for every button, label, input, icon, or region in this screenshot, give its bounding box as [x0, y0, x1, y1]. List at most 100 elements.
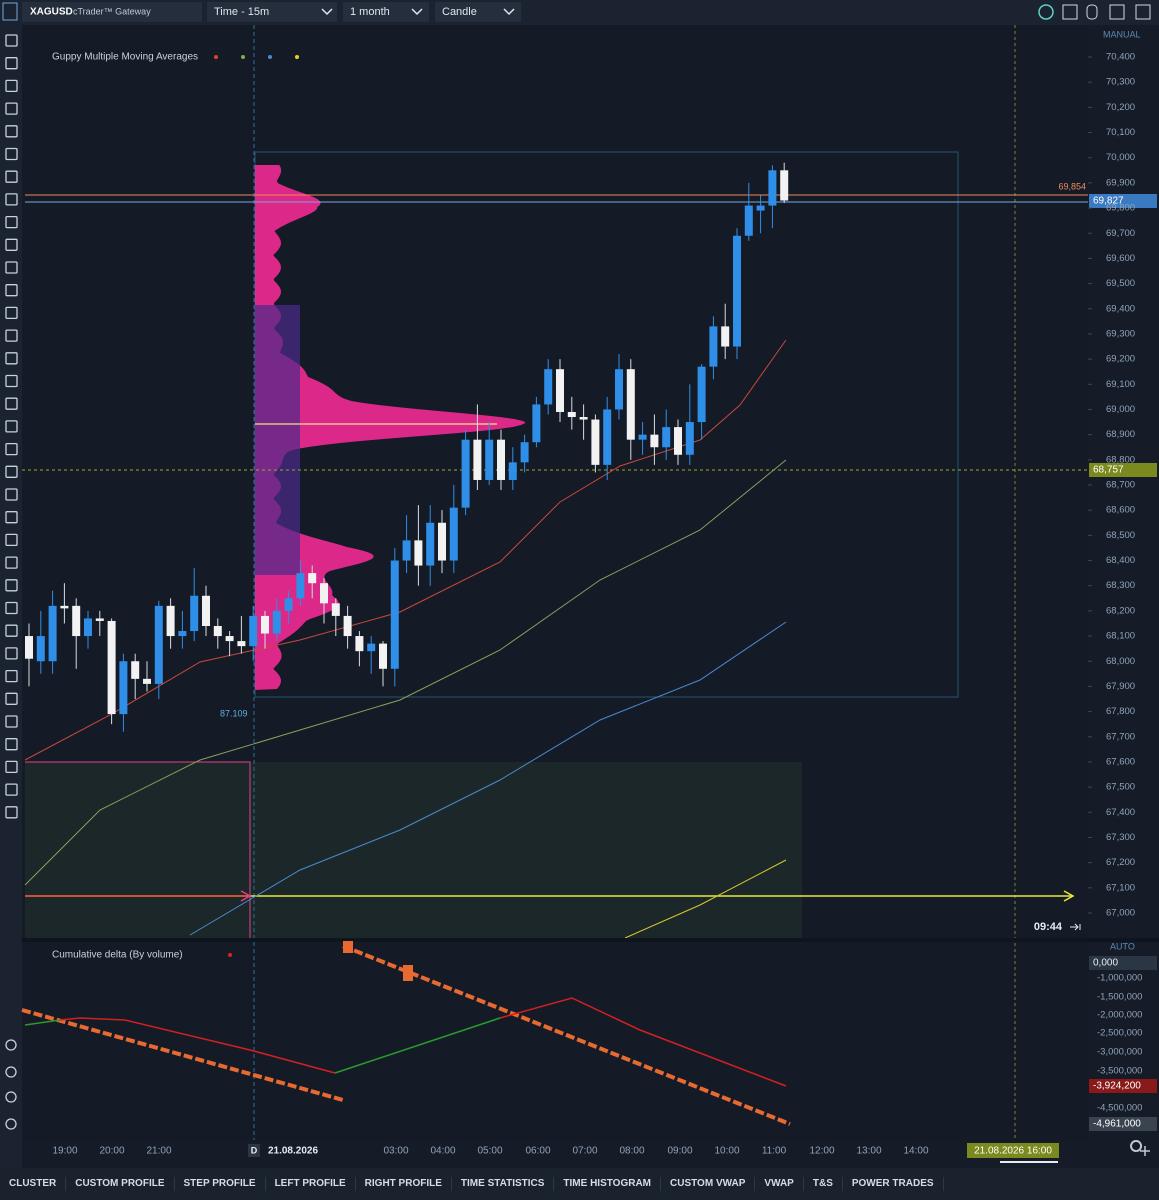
- tool-icon[interactable]: [5, 533, 18, 547]
- legend-dot: [268, 55, 272, 59]
- candle-body: [650, 434, 659, 448]
- delta-line: [24, 1019, 61, 1026]
- delta-line: [334, 1017, 501, 1074]
- tool-icon[interactable]: [5, 352, 18, 365]
- arrow-head: [1063, 890, 1075, 902]
- price-tick-label: 68,800: [1106, 454, 1135, 465]
- time-tick-label: 19:00: [52, 1146, 77, 1157]
- price-tick-label: 67,800: [1106, 706, 1135, 717]
- time-tick-label: 08:00: [619, 1146, 644, 1157]
- tool-icon[interactable]: [5, 34, 18, 47]
- time-tick-label: 09:00: [667, 1146, 692, 1157]
- tool-icon[interactable]: [5, 579, 18, 592]
- icon-button[interactable]: [1062, 4, 1078, 20]
- legend-dot: [228, 953, 232, 957]
- tab[interactable]: LEFT PROFILE: [266, 1177, 356, 1191]
- tool-icon[interactable]: [5, 374, 18, 388]
- candle-body: [402, 540, 411, 561]
- tab[interactable]: TIME STATISTICS: [452, 1177, 555, 1191]
- candle-body: [143, 678, 151, 684]
- tool-icon[interactable]: [5, 215, 18, 229]
- tool-icon[interactable]: [5, 669, 18, 683]
- tab[interactable]: TIME HISTOGRAM: [554, 1177, 662, 1191]
- time-tick-label: 21:00: [146, 1146, 171, 1157]
- tool-icon[interactable]: [5, 806, 18, 819]
- icon: [1070, 923, 1081, 931]
- tool-icon[interactable]: [5, 738, 18, 751]
- tool-icon[interactable]: [5, 511, 18, 524]
- axis-mode: MANUAL: [1103, 29, 1141, 39]
- tool-icon[interactable]: [5, 261, 18, 274]
- icon-button[interactable]: [1109, 4, 1125, 20]
- time-tick-label: 04:00: [430, 1146, 455, 1157]
- icon-button[interactable]: [1086, 4, 1098, 20]
- tab[interactable]: CLUSTER: [0, 1177, 67, 1191]
- tool-icon[interactable]: [5, 1118, 17, 1130]
- tool-icon[interactable]: [5, 1066, 17, 1078]
- tab[interactable]: RIGHT PROFILE: [356, 1177, 452, 1191]
- settings-icon[interactable]: [1130, 1140, 1143, 1152]
- crosshair-badge-text: 68,757: [1093, 465, 1124, 476]
- delta-badge-text: -4,961,000: [1093, 1119, 1141, 1130]
- tool-icon[interactable]: [5, 442, 18, 456]
- symbol-box[interactable]: [22, 2, 202, 22]
- icon-button[interactable]: [1135, 4, 1151, 20]
- tool-icon[interactable]: [5, 1039, 17, 1051]
- delta-tick-label: -3,500,000: [1097, 1066, 1142, 1077]
- tool-icon[interactable]: [5, 238, 18, 251]
- tool-icon[interactable]: [5, 692, 18, 705]
- candle-body: [674, 427, 682, 455]
- crosshair-badge: [1089, 463, 1157, 477]
- icon-button[interactable]: [1038, 4, 1054, 20]
- tab[interactable]: VWAP: [755, 1177, 804, 1191]
- type-select[interactable]: [435, 2, 521, 22]
- price-tick-label: 69,600: [1106, 253, 1135, 264]
- tool-icon[interactable]: [5, 329, 18, 342]
- tool-icon[interactable]: [5, 79, 18, 93]
- tool-icon[interactable]: [5, 601, 18, 615]
- tool-icon[interactable]: [5, 306, 18, 320]
- candle-body: [202, 595, 210, 626]
- tab[interactable]: STEP PROFILE: [175, 1177, 266, 1191]
- tool-icon[interactable]: [5, 397, 18, 410]
- candle-body: [84, 618, 92, 637]
- chevron: [321, 8, 333, 16]
- add-icon[interactable]: [1140, 1146, 1150, 1156]
- tool-icon[interactable]: [5, 420, 18, 433]
- tab[interactable]: T&S: [804, 1177, 843, 1191]
- candle-body: [579, 417, 588, 420]
- tool-icon[interactable]: [5, 783, 18, 796]
- tool-icon[interactable]: [5, 170, 18, 183]
- tool-icon[interactable]: [5, 556, 18, 569]
- tool-icon[interactable]: [5, 715, 18, 728]
- value-area: [255, 305, 300, 575]
- candle-body: [733, 235, 741, 347]
- delta-badge-text: -3,924,200: [1093, 1081, 1141, 1092]
- tool-icon[interactable]: [5, 193, 18, 206]
- tool-icon[interactable]: [5, 1091, 17, 1103]
- tool-icon[interactable]: [5, 760, 18, 774]
- time-tick-label: 07:00: [572, 1146, 597, 1157]
- tool-icon[interactable]: [5, 102, 18, 115]
- candle-body: [154, 605, 163, 684]
- tool-icon[interactable]: [5, 465, 18, 478]
- tool-icon[interactable]: [5, 647, 18, 660]
- candle-body: [697, 366, 706, 423]
- tool-icon[interactable]: [5, 488, 18, 501]
- tab[interactable]: POWER TRADES: [843, 1177, 944, 1191]
- tool-icon[interactable]: [5, 125, 18, 138]
- tab[interactable]: CUSTOM VWAP: [661, 1177, 756, 1191]
- price-tick-label: 67,200: [1106, 857, 1135, 868]
- symbol: XAGUSD: [30, 7, 73, 18]
- tool-icon[interactable]: [5, 284, 18, 297]
- tool-icon[interactable]: [5, 147, 18, 161]
- tab[interactable]: CUSTOM PROFILE: [66, 1177, 175, 1191]
- candle-body: [544, 369, 553, 405]
- left-toolbar: [0, 25, 22, 1168]
- range-select[interactable]: [343, 2, 429, 22]
- tool-icon[interactable]: [5, 624, 18, 637]
- delta-bars: [21, 1008, 344, 1102]
- tool-icon[interactable]: [5, 57, 18, 70]
- timeframe-select[interactable]: [207, 2, 337, 22]
- pane-separator[interactable]: [22, 938, 1159, 942]
